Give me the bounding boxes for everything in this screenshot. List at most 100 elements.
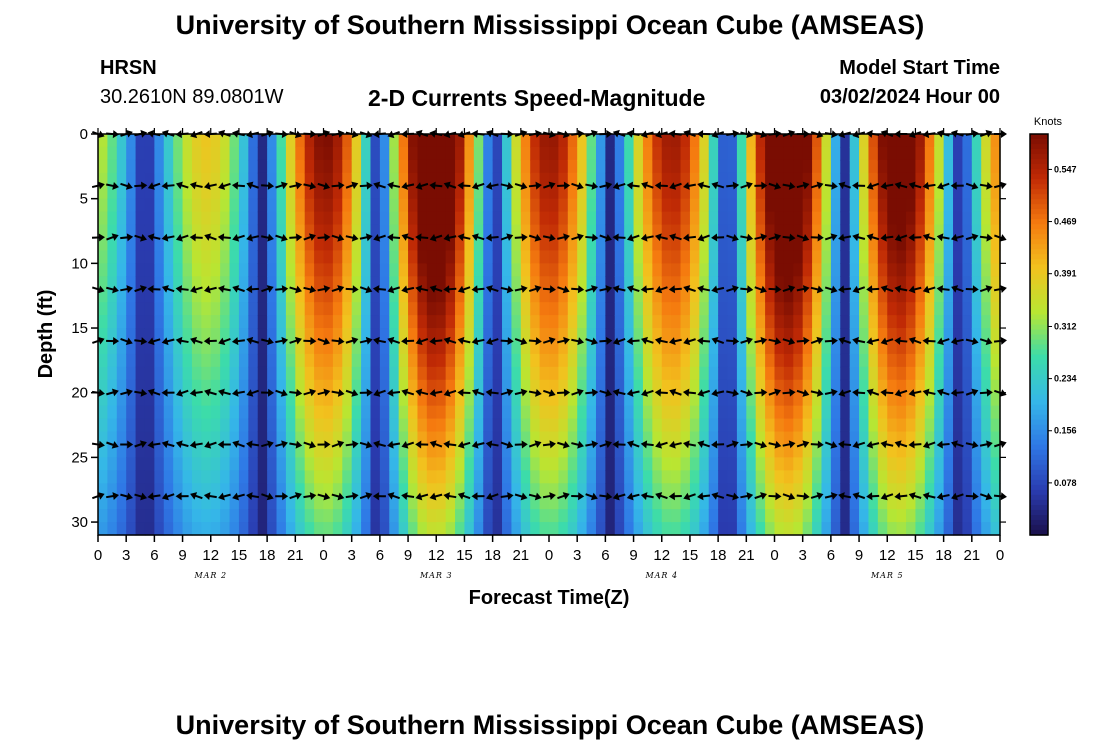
heatmap-cell — [267, 431, 278, 446]
heatmap-cell — [502, 263, 513, 277]
heatmap-cell — [924, 366, 935, 381]
heatmap-cell — [549, 522, 559, 536]
heatmap-cell — [849, 379, 860, 394]
heatmap-cell — [868, 444, 879, 458]
heatmap-cell — [680, 509, 691, 523]
heatmap-cell — [502, 509, 513, 523]
heatmap-cell — [605, 522, 616, 536]
colorbar-swatch — [1030, 404, 1048, 411]
current-vector-arrow — [485, 388, 499, 397]
heatmap-cell — [802, 146, 813, 161]
heatmap-cell — [699, 198, 710, 213]
heatmap-cell — [417, 392, 428, 407]
heatmap-cell — [248, 172, 259, 187]
current-vector-arrow — [754, 388, 768, 397]
heatmap-cell — [586, 237, 597, 252]
heatmap-cell — [971, 159, 982, 174]
heatmap-cell — [107, 276, 118, 290]
heatmap-cell — [436, 379, 447, 394]
heatmap-cell — [455, 379, 466, 394]
heatmap-cell — [868, 431, 879, 446]
heatmap-cell — [445, 496, 456, 510]
heatmap-cell — [765, 444, 776, 458]
heatmap-cell — [586, 496, 597, 510]
heatmap-cell — [426, 366, 437, 381]
heatmap-cell — [116, 457, 127, 471]
current-vector-arrow — [612, 440, 626, 449]
current-vector-arrow — [91, 181, 105, 190]
heatmap-cell — [473, 470, 484, 484]
heatmap-cell — [708, 483, 719, 497]
heatmap-cell — [144, 198, 155, 213]
heatmap-cell — [934, 134, 945, 148]
current-vector-arrow — [711, 492, 725, 500]
current-vector-arrow — [471, 182, 485, 190]
heatmap-cell — [971, 289, 982, 303]
heatmap-cell — [126, 509, 137, 523]
heatmap-cell — [774, 483, 785, 497]
heatmap-cell — [859, 457, 870, 471]
heatmap-cell — [267, 522, 278, 536]
heatmap-cell — [229, 146, 240, 161]
current-vector-arrow — [373, 234, 386, 242]
heatmap-cell — [135, 237, 146, 252]
heatmap-cell — [530, 250, 541, 264]
colorbar-swatch — [1030, 379, 1048, 386]
heatmap-cell — [398, 198, 409, 213]
heatmap-cell — [549, 431, 559, 446]
heatmap-cell — [567, 522, 578, 536]
heatmap-cell — [332, 315, 343, 329]
heatmap-cell — [765, 276, 776, 290]
heatmap-cell — [887, 444, 898, 458]
heatmap-cell — [455, 444, 466, 458]
heatmap-cell — [191, 340, 202, 355]
heatmap-cell — [304, 509, 315, 523]
heatmap-cell — [915, 224, 926, 239]
colorbar-swatch — [1030, 294, 1048, 301]
date-label: MAR 5 — [870, 571, 904, 580]
heatmap-cell — [389, 172, 400, 187]
heatmap-cell — [962, 134, 973, 148]
heatmap-cell — [511, 172, 522, 187]
heatmap-cell — [116, 431, 127, 446]
heatmap-cell — [755, 237, 766, 252]
current-vector-arrow — [796, 285, 810, 293]
heatmap-cell — [746, 328, 757, 342]
heatmap-cell — [736, 353, 747, 368]
heatmap-cell — [971, 263, 982, 277]
heatmap-cell — [887, 134, 898, 148]
heatmap-cell — [624, 237, 635, 252]
heatmap-cell — [830, 172, 841, 187]
heatmap-cell — [624, 224, 635, 239]
heatmap-cell — [812, 315, 823, 329]
heatmap-cell — [116, 185, 127, 200]
heatmap-cell — [765, 522, 776, 536]
heatmap-cell — [182, 496, 193, 510]
heatmap-cell — [210, 211, 221, 226]
heatmap-cell — [830, 250, 841, 264]
heatmap-cell — [201, 172, 212, 187]
heatmap-cell — [182, 315, 193, 329]
heatmap-cell — [774, 134, 785, 148]
y-axis-label: Depth (ft) — [35, 290, 57, 379]
heatmap-cell — [455, 405, 466, 420]
heatmap-cell — [821, 172, 832, 187]
current-vector-arrow — [740, 181, 753, 190]
heatmap-cell — [793, 483, 804, 497]
heatmap-cell — [802, 431, 813, 446]
heatmap-cell — [163, 509, 174, 523]
current-vector-arrow — [401, 492, 415, 501]
heatmap-cell — [962, 496, 973, 510]
station-coords: 30.2610N 89.0801W — [100, 86, 284, 108]
heatmap-cell — [464, 366, 475, 381]
heatmap-cell — [699, 431, 710, 446]
heatmap-cell — [361, 198, 372, 213]
heatmap-cell — [943, 198, 954, 213]
heatmap-cell — [812, 211, 823, 226]
heatmap-cell — [689, 146, 700, 161]
current-vector-arrow — [303, 441, 317, 449]
current-vector-arrow — [880, 440, 894, 449]
heatmap-cell — [624, 289, 635, 303]
heatmap-cell — [473, 340, 484, 355]
heatmap-cell — [483, 470, 494, 484]
